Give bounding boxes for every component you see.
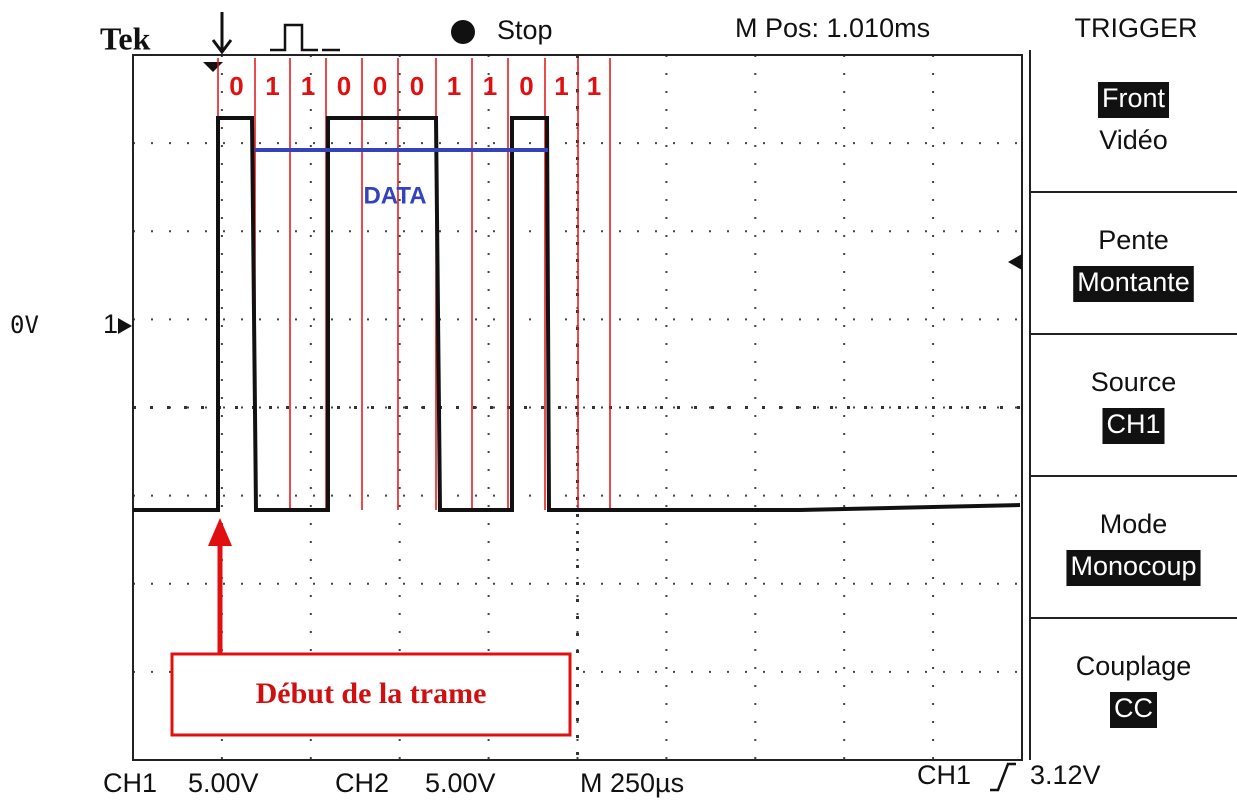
channel-marker: 1 [103,309,118,339]
bit-label: 1 [587,71,601,101]
bit-label: 0 [519,71,533,101]
bit-label: 1 [483,71,497,101]
graticule-border [132,54,1023,761]
menu-value: CC [1114,693,1153,723]
trigger-arrow [211,12,233,55]
menu-value: Montante [1077,267,1190,297]
timebase: M 250µs [580,768,684,798]
menu-highlight [1073,266,1194,302]
menu-highlight [1102,408,1165,444]
waveform [133,116,1021,512]
ch1-label: CH1 [103,768,157,798]
brand: Tek [100,20,151,56]
menu-label: Mode [1100,509,1168,539]
menu-highlight [1110,692,1157,728]
annotation-text: Début de la trame [256,677,487,710]
acquisition-state: Stop [497,15,553,45]
data-label: DATA [363,182,426,209]
menu-label: Front [1102,83,1166,113]
menu-highlight [1066,550,1201,586]
menu-label: Couplage [1076,651,1192,681]
ch1-scale: 5.00V [188,768,259,798]
stop-dot [451,20,475,44]
bit-label: 1 [554,71,568,101]
zero-volt-label: 0V [10,311,39,339]
trigger-type-icon [270,23,340,52]
bit-label: 0 [229,71,243,101]
menu-label: Pente [1098,225,1169,255]
horizontal-position: M Pos: 1.010ms [735,13,930,43]
annotation-box [170,652,572,737]
ch2-scale: 5.00V [425,768,496,798]
menu-value: Monocoup [1070,551,1196,581]
bit-label: 0 [410,71,424,101]
bit-label: 1 [265,71,279,101]
trigger-level-marker [1008,254,1022,270]
bit-label: 1 [301,71,315,101]
trigger-slope-icon [990,762,1016,792]
trigger-level: 3.12V [1030,760,1101,790]
bit-label: 0 [337,71,351,101]
annotation-arrow-head [208,518,232,546]
bit-label: 0 [373,71,387,101]
trigger-menu: Front Vidéo Pente Montante Source CH1 Mode Mono… [1029,50,1237,760]
menu-value: Vidéo [1099,125,1168,155]
menu-highlight [1097,82,1170,118]
menu-label: Source [1091,367,1177,397]
menu-title: TRIGGER [1074,13,1197,43]
menu-value: CH1 [1106,409,1160,439]
bit-label: 1 [447,71,461,101]
ch2-label: CH2 [335,768,389,798]
channel-marker-arrow [118,318,132,334]
trigger-source: CH1 [917,760,971,790]
